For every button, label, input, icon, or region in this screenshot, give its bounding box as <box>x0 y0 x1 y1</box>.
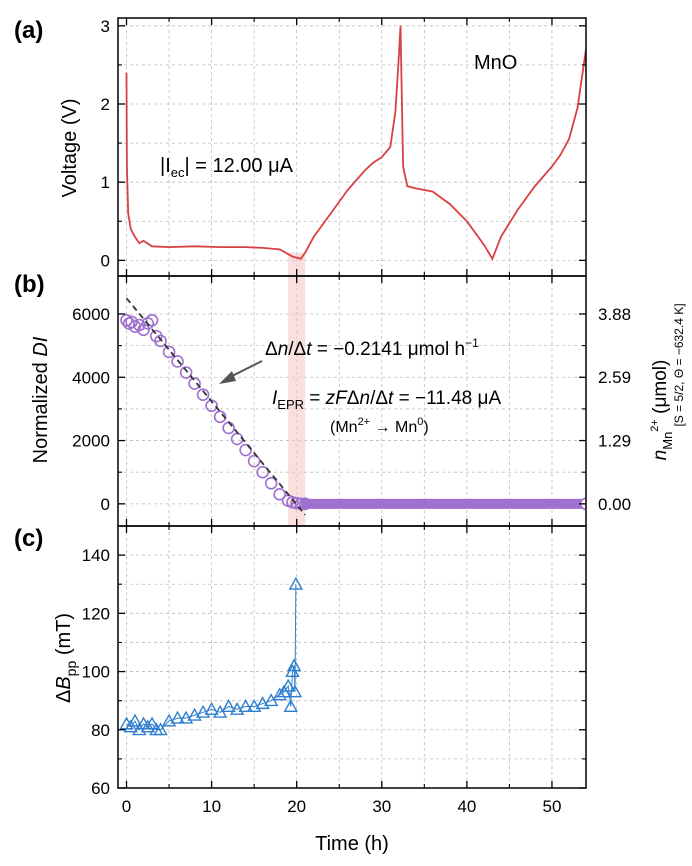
panel-a-grid <box>118 18 586 276</box>
y-tick-label: 3 <box>101 17 110 36</box>
panel-a-current-label: |Iec| = 12.00 μA <box>160 155 294 180</box>
panel-c-frame <box>117 525 587 789</box>
linewidth-point <box>144 716 160 730</box>
linewidth-point <box>161 713 177 727</box>
panel-a-label: (a) <box>14 17 43 44</box>
normalized-di-point <box>188 377 201 390</box>
reaction-highlight-band <box>288 252 306 526</box>
y-tick-label: 0 <box>101 251 110 270</box>
y-tick-label: 1 <box>101 173 110 192</box>
linewidth-point <box>140 719 155 733</box>
right-y-tick-label: 3.88 <box>598 305 631 324</box>
y-tick-label: 120 <box>82 604 110 623</box>
y-tick-label: 80 <box>91 721 110 740</box>
linewidth-point <box>280 678 296 692</box>
linewidth-point <box>229 701 245 715</box>
normalized-di-point <box>213 410 227 424</box>
panel-c-label: (c) <box>14 525 43 552</box>
normalized-di-point <box>120 314 133 327</box>
linewidth-point <box>287 684 303 698</box>
normalized-di-point <box>273 488 286 501</box>
slope-annotation: Δn/Δt = −0.2141 μmol h−1 <box>219 336 479 384</box>
normalized-di-point <box>247 454 261 468</box>
x-tick-label: 40 <box>457 797 476 816</box>
linewidth-point <box>153 722 168 736</box>
right-y-tick-label: 2.59 <box>598 368 631 387</box>
y-tick-label: 60 <box>91 779 110 798</box>
panel-c-ticks: 60 80 100 120 140 <box>82 526 586 798</box>
normalized-di-point <box>145 314 159 327</box>
panel-c-ylabel: ΔBpp (mT) <box>53 613 79 703</box>
normalized-di-point <box>222 421 235 435</box>
normalized-di-point <box>196 388 210 401</box>
panel-a-material-label: MnO <box>474 52 517 74</box>
linewidth-point <box>238 699 253 712</box>
normalized-di-point <box>264 476 278 490</box>
normalized-di-point <box>162 345 176 359</box>
y-tick-label: 140 <box>82 546 110 565</box>
y-tick-label: 6000 <box>72 305 110 324</box>
linewidth-point <box>187 707 202 721</box>
linewidth-point <box>246 699 262 712</box>
y-tick-label: 100 <box>82 663 110 682</box>
slope-arrow-head <box>219 371 236 384</box>
linewidth-point <box>288 576 304 590</box>
reaction-text: (Mn2+ → Mn0) <box>330 416 429 436</box>
right-y-tick-label: 1.29 <box>598 432 631 451</box>
x-tick-label: 0 <box>122 797 131 816</box>
normalized-di-baseline <box>300 498 586 509</box>
panel-b-ticks: 0 2000 4000 6000 0.00 1.29 2.59 3.88 <box>72 276 631 526</box>
x-tick-label: 20 <box>287 797 306 816</box>
linewidth-point <box>127 713 143 727</box>
panel-b-right-ylabel-note: [S = 5/2, Θ = −632.4 K] <box>672 303 686 426</box>
normalized-di-point <box>171 355 184 368</box>
panel-a-voltage-curve <box>125 25 586 261</box>
linewidth-point <box>170 710 185 724</box>
slope-text: Δn/Δt = −0.2141 μmol h−1 <box>265 336 479 360</box>
linewidth-point <box>283 699 298 712</box>
linewidth-point <box>204 701 219 715</box>
normalized-di-point <box>154 334 167 348</box>
normalized-di-point <box>230 432 244 446</box>
y-tick-label: 2000 <box>72 432 110 451</box>
linewidth-trace <box>126 584 297 731</box>
linewidth-point <box>255 696 270 710</box>
linewidth-point <box>272 687 287 701</box>
normalized-di-point <box>137 323 150 337</box>
normalized-di-point <box>256 465 269 479</box>
x-tick-label: 50 <box>543 797 562 816</box>
linewidth-point <box>195 704 211 718</box>
panel-a-ylabel: Voltage (V) <box>59 99 81 198</box>
panel-c-grid <box>118 526 586 788</box>
panel-b-right-ylabel: nMn2+ (μmol) <box>649 360 675 461</box>
x-tick-label: 30 <box>372 797 391 816</box>
y-tick-label: 0 <box>101 495 110 514</box>
y-tick-label: 2 <box>101 95 110 114</box>
panel-b-label: (b) <box>14 271 45 298</box>
panel-a-ticks: 0 1 2 3 <box>101 17 586 276</box>
linewidth-point <box>221 699 236 712</box>
x-tick-label: 10 <box>202 797 221 816</box>
x-axis-ticks: 0 10 20 30 40 50 <box>122 797 562 816</box>
slope-arrow-line <box>227 360 263 379</box>
right-y-tick-label: 0.00 <box>598 495 631 514</box>
normalized-di-point <box>239 443 252 457</box>
linear-fit-line <box>125 297 306 516</box>
panel-b-scatter <box>120 297 586 516</box>
x-axis-label: Time (h) <box>315 833 389 855</box>
voltage-line <box>125 25 586 261</box>
linewidth-point <box>286 658 302 672</box>
epr-current-text: IEPR = zFΔn/Δt = −11.48 μA <box>272 388 501 412</box>
y-tick-label: 4000 <box>72 368 110 387</box>
linewidth-point <box>178 710 194 724</box>
panel-c-scatter <box>119 576 304 736</box>
normalized-di-point <box>179 366 193 379</box>
panel-b-ylabel: Normalized DI <box>30 336 52 463</box>
